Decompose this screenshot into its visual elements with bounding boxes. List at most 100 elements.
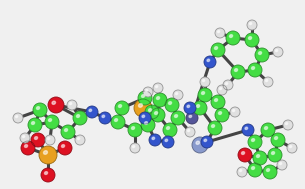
Circle shape [248,163,262,177]
Ellipse shape [168,102,172,105]
Circle shape [192,137,208,153]
Circle shape [271,133,285,147]
Ellipse shape [142,115,145,118]
Circle shape [185,127,195,137]
Ellipse shape [189,115,192,118]
Circle shape [58,141,72,155]
Ellipse shape [252,167,255,170]
Ellipse shape [131,127,135,129]
Circle shape [263,165,277,179]
Circle shape [230,107,240,117]
Circle shape [277,160,287,170]
Circle shape [248,63,262,77]
Ellipse shape [232,110,235,112]
Ellipse shape [145,90,148,92]
Circle shape [141,118,155,132]
Circle shape [163,123,177,137]
Ellipse shape [214,47,217,50]
Circle shape [165,98,179,112]
Ellipse shape [252,139,255,141]
Circle shape [20,133,30,143]
Ellipse shape [264,127,267,129]
Ellipse shape [45,172,48,174]
Ellipse shape [114,119,117,122]
Circle shape [193,101,207,115]
Ellipse shape [279,163,282,165]
Circle shape [201,136,213,148]
Ellipse shape [52,101,56,104]
Ellipse shape [155,112,158,115]
Circle shape [198,88,212,102]
Ellipse shape [24,145,27,147]
Circle shape [130,143,140,153]
Ellipse shape [156,86,158,88]
Circle shape [162,136,174,148]
Circle shape [200,77,210,87]
Circle shape [248,135,262,149]
Circle shape [263,77,273,87]
Circle shape [86,106,98,118]
Ellipse shape [289,146,292,148]
Ellipse shape [214,99,217,101]
Circle shape [211,95,225,109]
Circle shape [115,101,129,115]
Ellipse shape [149,109,152,112]
Ellipse shape [249,37,252,40]
Ellipse shape [202,92,205,94]
Ellipse shape [152,137,155,139]
Circle shape [75,135,85,145]
Ellipse shape [102,115,105,118]
Ellipse shape [218,112,221,115]
Circle shape [145,105,159,119]
Circle shape [139,112,151,124]
Ellipse shape [138,104,142,107]
Circle shape [67,100,77,110]
Circle shape [45,135,55,145]
Circle shape [242,124,254,136]
Circle shape [151,108,165,122]
Ellipse shape [196,141,199,144]
Ellipse shape [23,136,25,138]
Circle shape [171,111,185,125]
Ellipse shape [229,35,233,37]
Circle shape [153,83,163,93]
Ellipse shape [275,50,278,52]
Circle shape [237,167,247,177]
Circle shape [204,56,216,68]
Ellipse shape [271,152,274,154]
Ellipse shape [44,151,48,154]
Ellipse shape [207,59,210,62]
Ellipse shape [174,115,178,117]
Circle shape [287,143,297,153]
Ellipse shape [266,80,268,82]
Ellipse shape [204,139,206,142]
Ellipse shape [242,152,245,154]
Ellipse shape [274,137,278,139]
Ellipse shape [235,69,238,71]
Circle shape [283,120,293,130]
Ellipse shape [267,169,270,171]
Circle shape [173,90,183,100]
Ellipse shape [70,103,72,105]
Circle shape [215,28,225,38]
Ellipse shape [16,116,18,118]
Circle shape [28,118,42,132]
Circle shape [186,112,198,124]
Circle shape [138,91,152,105]
Ellipse shape [142,95,145,98]
Ellipse shape [167,127,170,129]
Ellipse shape [259,52,262,54]
Ellipse shape [119,105,122,107]
Ellipse shape [245,127,248,129]
Circle shape [61,125,75,139]
Ellipse shape [37,107,40,109]
Circle shape [99,112,111,124]
Ellipse shape [64,129,68,131]
Ellipse shape [145,122,148,124]
Circle shape [231,65,245,79]
Circle shape [273,47,283,57]
Ellipse shape [132,146,135,148]
Ellipse shape [77,138,80,140]
Circle shape [31,133,45,147]
Circle shape [48,97,64,113]
